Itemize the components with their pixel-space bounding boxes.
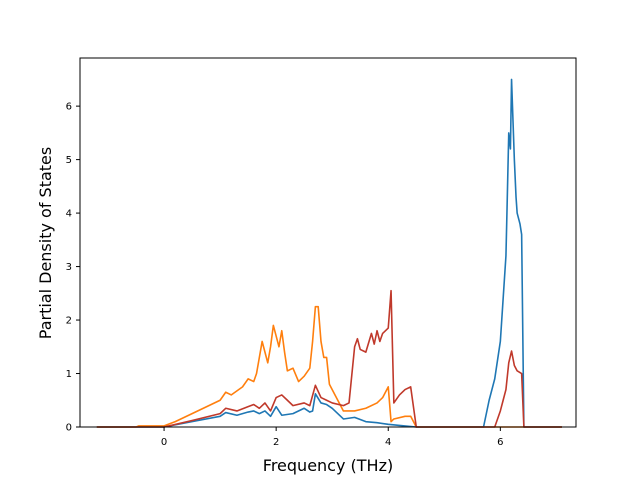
y-axis-label: Partial Density of States — [36, 147, 55, 339]
x-tick-label: 4 — [385, 437, 391, 448]
y-tick-label: 0 — [66, 423, 72, 434]
y-tick-label: 3 — [66, 262, 72, 273]
series-layer — [96, 78, 562, 428]
x-axis-label: Frequency (THz) — [263, 456, 393, 475]
series-line-2 — [96, 305, 562, 428]
y-tick-label: 4 — [66, 209, 72, 220]
plot-frame — [79, 57, 577, 428]
x-tick-label: 6 — [497, 437, 503, 448]
y-tick-label: 1 — [66, 369, 72, 380]
series-line-1 — [96, 78, 562, 428]
y-axis-ticks: 0 1 2 3 4 5 6 — [66, 102, 80, 434]
x-tick-label: 0 — [161, 437, 167, 448]
y-tick-label: 2 — [66, 316, 72, 327]
y-tick-label: 5 — [66, 155, 72, 166]
x-axis-ticks: 0 2 4 6 — [161, 427, 504, 448]
series-line-3 — [96, 289, 562, 428]
y-tick-label: 6 — [66, 102, 72, 113]
x-tick-label: 2 — [273, 437, 279, 448]
